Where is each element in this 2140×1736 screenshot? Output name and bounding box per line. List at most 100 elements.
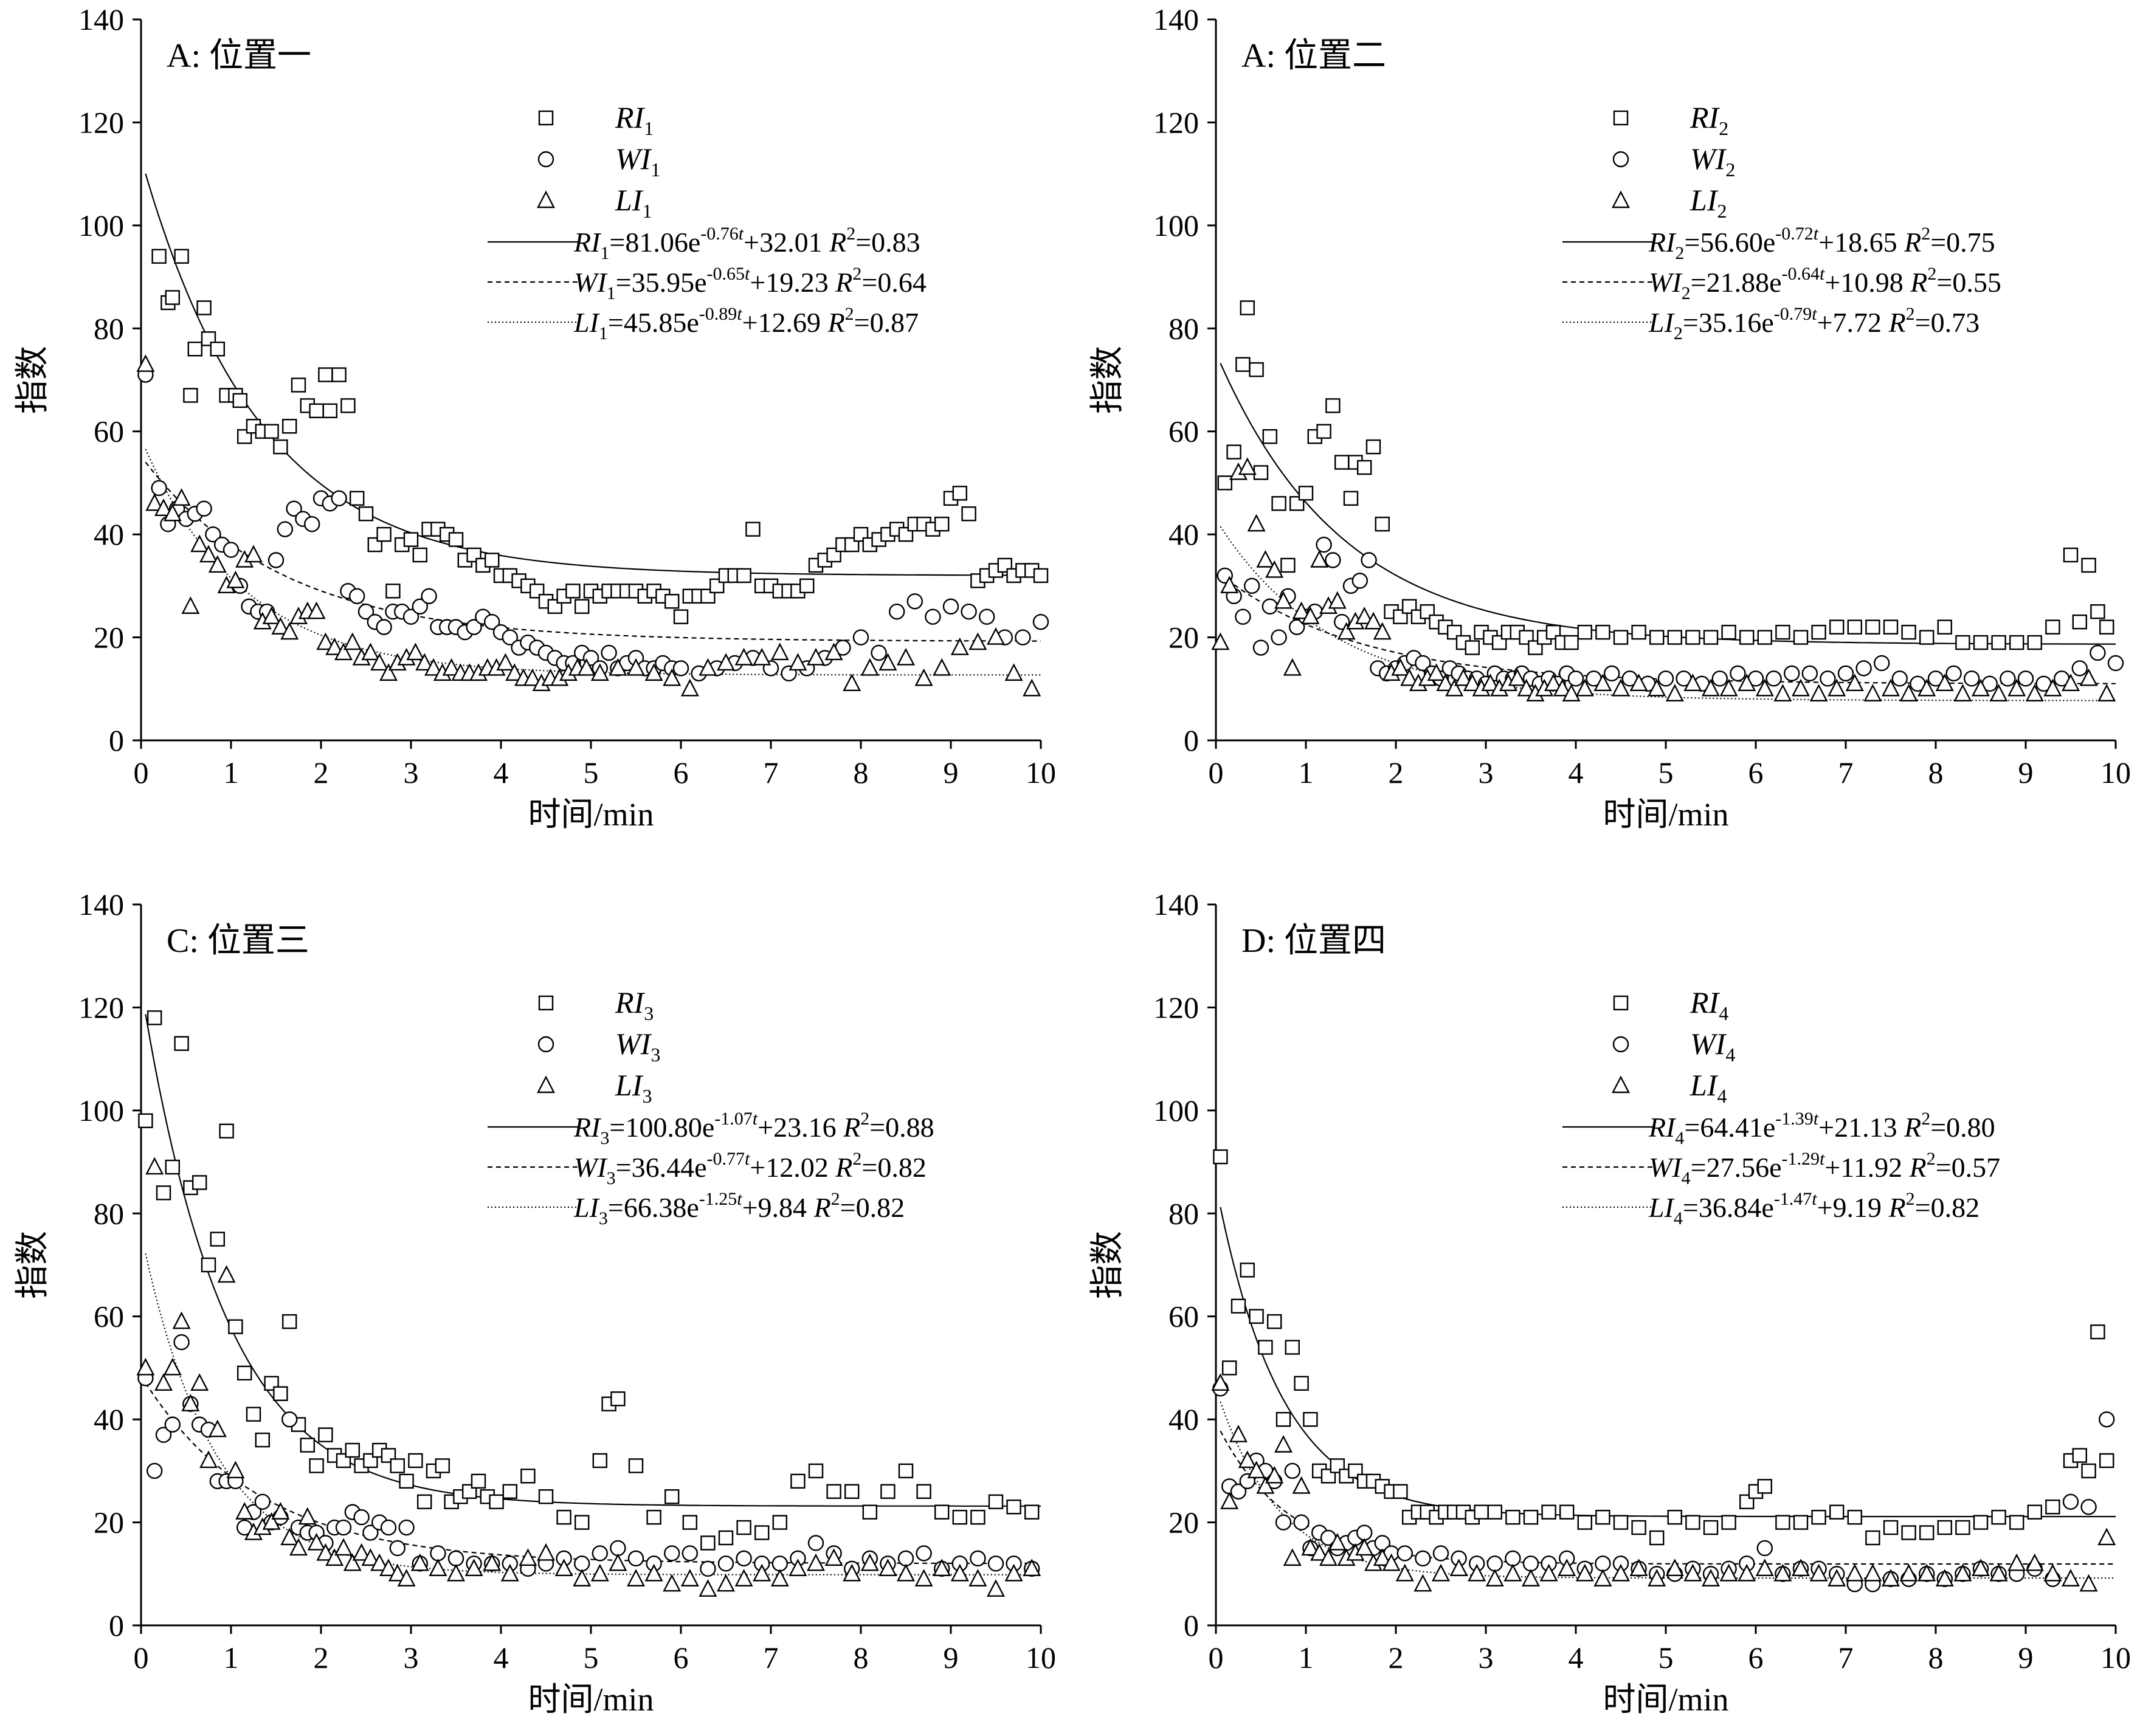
eq-exponent: -1.47 xyxy=(1774,1189,1812,1209)
eq-sub: 4 xyxy=(1682,1168,1691,1188)
data-point-circle xyxy=(1262,598,1279,615)
data-point-triangle xyxy=(627,658,645,676)
y-tick-label: 80 xyxy=(94,1196,124,1230)
data-point-square xyxy=(192,1175,207,1190)
y-tick-label: 20 xyxy=(94,1506,124,1540)
fit-curve-ri xyxy=(145,173,1041,576)
data-point-square xyxy=(1577,624,1593,640)
data-point-triangle xyxy=(968,632,987,650)
data-point-circle xyxy=(484,613,500,630)
data-point-circle xyxy=(1505,1550,1521,1567)
data-point-triangle xyxy=(699,1579,717,1597)
data-point-square xyxy=(291,377,306,393)
data-point-triangle xyxy=(280,1528,299,1546)
data-point-square xyxy=(610,1391,626,1407)
data-point-square xyxy=(1757,630,1773,645)
data-point-circle xyxy=(1595,1555,1611,1572)
data-point-triangle xyxy=(573,1569,592,1586)
data-point-square xyxy=(1213,1149,1228,1165)
fit-curve-wi xyxy=(1220,574,2116,684)
data-point-circle xyxy=(277,521,293,537)
eq-offset: +21.13 xyxy=(1818,1112,1897,1143)
data-point-triangle xyxy=(334,1538,353,1556)
x-tick-label: 9 xyxy=(2018,1641,2034,1675)
eq-r2-value: =0.73 xyxy=(1915,307,1979,338)
legend-label-name: RI xyxy=(1690,985,1721,1019)
data-point-square xyxy=(1559,1504,1575,1520)
legend-label: RI2 xyxy=(1690,100,1728,139)
eq-r: R xyxy=(843,1112,860,1143)
data-point-triangle xyxy=(1310,549,1329,568)
data-point-square xyxy=(201,1257,216,1273)
data-point-circle xyxy=(1275,1514,1292,1531)
data-point-triangle xyxy=(1899,1563,1918,1582)
data-point-triangle xyxy=(244,545,263,563)
x-tick-label: 4 xyxy=(494,1641,509,1675)
x-tick-label: 6 xyxy=(674,1641,689,1675)
series-li xyxy=(1211,457,2116,701)
chart-panel-2: 0 1 2 3 4 5 6 7 8 9 10020406080100120140时间/min指数A:… xyxy=(1089,2,2131,833)
chart-title: A: 位置二 xyxy=(1241,37,1386,75)
data-point-triangle xyxy=(190,1373,209,1391)
data-point-square xyxy=(1757,1479,1773,1494)
data-point-triangle xyxy=(950,637,969,655)
eq-exponent-t: t xyxy=(1820,1149,1825,1169)
data-point-triangle xyxy=(1292,1476,1311,1494)
data-point-circle xyxy=(888,604,905,620)
data-point-triangle xyxy=(424,658,443,676)
data-point-triangle xyxy=(500,1563,519,1582)
y-tick-label: 120 xyxy=(1153,990,1199,1024)
data-point-square xyxy=(390,1458,405,1473)
data-point-triangle xyxy=(483,1553,502,1571)
legend-label-name: WI xyxy=(615,142,652,176)
data-point-triangle xyxy=(1665,1559,1684,1577)
data-point-triangle xyxy=(307,601,326,619)
y-tick-label: 140 xyxy=(1153,2,1199,36)
fit-equation: WI3=36.44e-0.77t+12.02 R2=0.82 xyxy=(574,1149,927,1188)
eq-coef: =45.85e xyxy=(608,307,699,338)
legend-label: RI1 xyxy=(615,100,654,139)
data-point-square xyxy=(2081,1463,2096,1479)
x-tick-label: 6 xyxy=(1748,1641,1764,1675)
data-point-square xyxy=(156,1185,171,1200)
eq-r: R xyxy=(1909,1152,1927,1183)
data-point-square xyxy=(826,1484,841,1499)
data-point-triangle xyxy=(1989,684,2008,701)
data-point-circle xyxy=(1820,670,1836,687)
data-point-triangle xyxy=(1481,673,1500,692)
x-tick-label: 7 xyxy=(1838,1641,1854,1675)
data-point-circle xyxy=(1230,1483,1247,1500)
data-point-triangle xyxy=(1023,1559,1041,1577)
data-point-triangle xyxy=(807,1553,825,1571)
data-point-circle xyxy=(1356,1524,1373,1541)
fit-equation: RI3=100.80e-1.07t+23.16 R2=0.88 xyxy=(573,1109,934,1148)
data-point-circle xyxy=(925,608,941,625)
x-tick-label: 0 xyxy=(134,756,149,790)
data-point-triangle xyxy=(968,1569,987,1586)
data-point-triangle xyxy=(1256,549,1275,568)
legend-label-sub: 1 xyxy=(642,200,652,222)
data-point-circle xyxy=(1271,629,1287,646)
data-point-circle xyxy=(286,500,302,517)
data-point-triangle xyxy=(1702,678,1720,697)
eq-r-sup: 2 xyxy=(831,1189,840,1209)
legend-label-sub: 3 xyxy=(642,1085,652,1107)
y-tick-label: 120 xyxy=(78,105,124,139)
data-point-square xyxy=(1235,357,1251,372)
data-point-triangle xyxy=(878,653,897,671)
fit-curve-ri xyxy=(145,1014,1041,1507)
data-point-triangle xyxy=(271,1502,290,1520)
data-point-square xyxy=(1024,1504,1040,1520)
data-point-square xyxy=(376,526,392,542)
x-tick-label: 5 xyxy=(1658,756,1674,790)
data-point-circle xyxy=(412,598,428,615)
data-point-square xyxy=(2072,614,2088,630)
data-point-triangle xyxy=(1319,1548,1338,1566)
data-point-square xyxy=(754,1525,770,1540)
data-point-triangle xyxy=(1575,1563,1594,1582)
data-point-triangle xyxy=(1612,678,1630,697)
x-tick-label: 1 xyxy=(1299,756,1314,790)
legend-marker-square xyxy=(1613,110,1629,126)
data-point-square xyxy=(1230,1298,1246,1314)
data-point-square xyxy=(174,1036,189,1051)
